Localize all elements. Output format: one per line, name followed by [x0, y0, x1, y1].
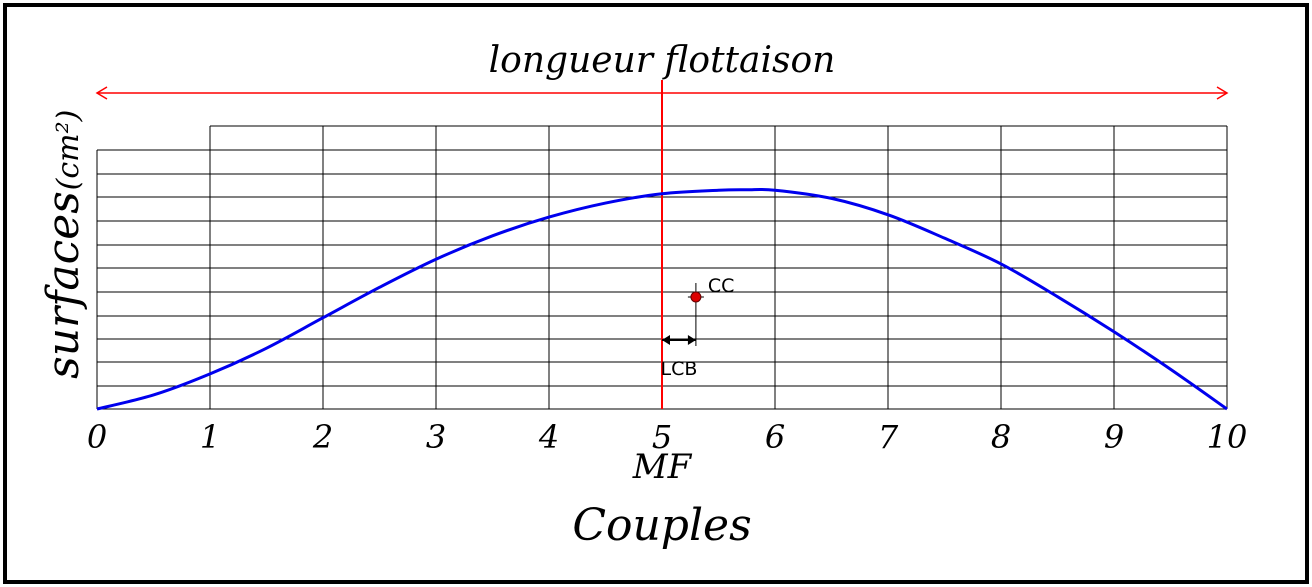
x-tick-label: 1 — [200, 418, 220, 456]
x-tick-label: 2 — [312, 418, 333, 456]
cc-label: CC — [708, 275, 735, 297]
outer-frame — [3, 3, 1309, 584]
x-tick-label: 10 — [1207, 418, 1248, 456]
lcb-arrow-head-left — [662, 335, 670, 345]
y-axis-title: surfaces — [38, 191, 89, 379]
x-tick-label: 7 — [878, 418, 899, 456]
section-area-curve — [96, 187, 1228, 411]
lcb-label: LCB — [661, 358, 698, 380]
lcb-arrow-head-right — [687, 335, 696, 345]
cc-point — [690, 291, 702, 303]
x-tick-label: 5 — [652, 418, 672, 456]
x-tick-label: 9 — [1104, 418, 1124, 456]
x-tick-label: 0 — [87, 418, 107, 456]
x-tick-labels: 0 1 2 3 4 5 6 7 8 9 10 — [87, 418, 1248, 456]
midship-label: MF — [632, 447, 693, 487]
x-tick-label: 6 — [765, 418, 785, 456]
y-axis-title-group: surfaces (cm²) — [38, 110, 89, 379]
y-axis-unit: (cm²) — [51, 110, 86, 191]
x-tick-label: 4 — [538, 418, 559, 456]
length-arrow-head-right — [1216, 86, 1229, 100]
chart-title: longueur flottaison — [489, 40, 836, 81]
length-arrow-head-left — [95, 86, 108, 100]
x-axis-title: Couples — [572, 500, 751, 551]
x-tick-label: 8 — [991, 418, 1011, 456]
x-tick-label: 3 — [426, 418, 446, 456]
center-of-buoyancy-group: CC LCB — [661, 275, 735, 380]
